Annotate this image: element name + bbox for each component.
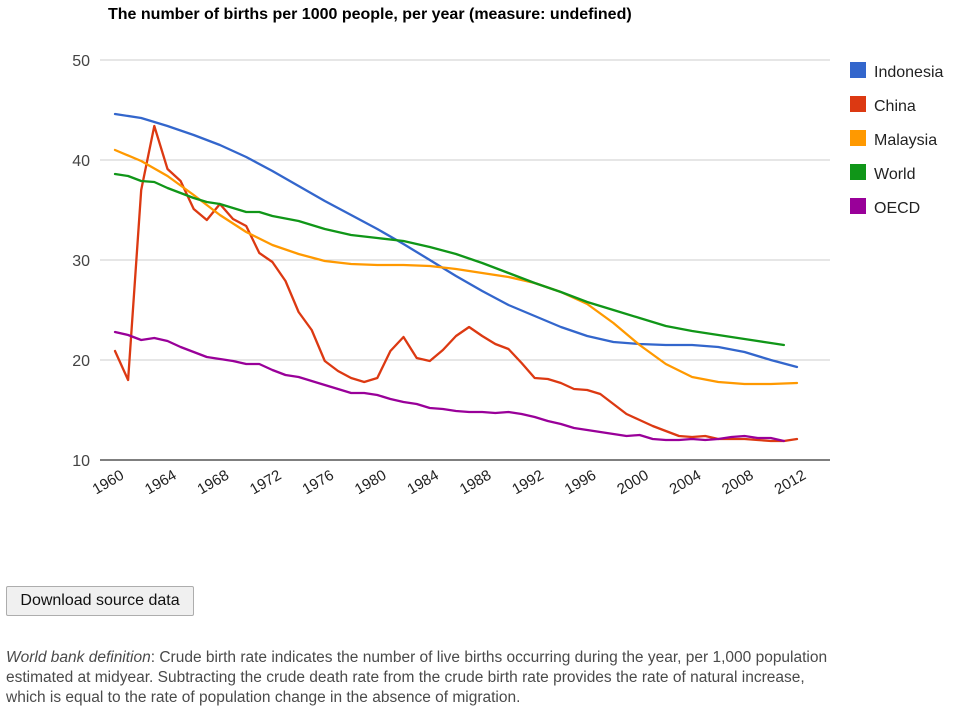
x-tick-label: 2004 bbox=[667, 467, 704, 498]
series-line-china bbox=[113, 124, 799, 443]
x-tick-label: 1968 bbox=[195, 467, 232, 498]
y-tick-label: 40 bbox=[72, 153, 90, 170]
legend-label-oecd: OECD bbox=[874, 200, 920, 217]
definition-text: World bank definition: Crude birth rate … bbox=[6, 648, 836, 708]
legend-label-indonesia: Indonesia bbox=[874, 64, 943, 81]
definition-body: : Crude birth rate indicates the number … bbox=[6, 649, 828, 706]
x-tick-label: 1992 bbox=[509, 467, 546, 498]
x-tick-label: 1964 bbox=[142, 467, 179, 498]
legend-label-china: China bbox=[874, 98, 916, 115]
legend-label-malaysia: Malaysia bbox=[874, 132, 937, 149]
x-tick-label: 2012 bbox=[772, 467, 809, 498]
download-source-data-button[interactable]: Download source data bbox=[6, 586, 194, 616]
legend-swatch-indonesia bbox=[850, 62, 866, 78]
legend-label-world: World bbox=[874, 166, 916, 183]
series-line-world bbox=[113, 172, 786, 347]
x-tick-label: 1980 bbox=[352, 467, 389, 498]
x-tick-label: 1960 bbox=[90, 467, 127, 498]
series-line-indonesia bbox=[113, 112, 799, 369]
x-tick-label: 1996 bbox=[562, 467, 599, 498]
legend-swatch-china bbox=[850, 96, 866, 112]
legend-swatch-oecd bbox=[850, 198, 866, 214]
y-tick-label: 50 bbox=[72, 53, 90, 70]
definition-lead: World bank definition bbox=[6, 649, 151, 666]
y-tick-label: 20 bbox=[72, 353, 90, 370]
x-tick-label: 1976 bbox=[299, 467, 336, 498]
y-tick-label: 10 bbox=[72, 453, 90, 470]
series-line-malaysia bbox=[113, 148, 799, 386]
legend-swatch-malaysia bbox=[850, 130, 866, 146]
x-tick-label: 2008 bbox=[719, 467, 756, 498]
series-line-oecd bbox=[113, 330, 786, 443]
x-tick-label: 1972 bbox=[247, 467, 284, 498]
chart-title: The number of births per 1000 people, pe… bbox=[108, 6, 632, 23]
x-tick-label: 1988 bbox=[457, 467, 494, 498]
legend-swatch-world bbox=[850, 164, 866, 180]
y-tick-label: 30 bbox=[72, 253, 90, 270]
x-tick-label: 2000 bbox=[614, 467, 651, 498]
line-chart: 10 20 30 40 50 1960 1964 1968 1972 1976 1980 1984 19… bbox=[72, 53, 943, 498]
x-tick-label: 1984 bbox=[404, 467, 441, 498]
